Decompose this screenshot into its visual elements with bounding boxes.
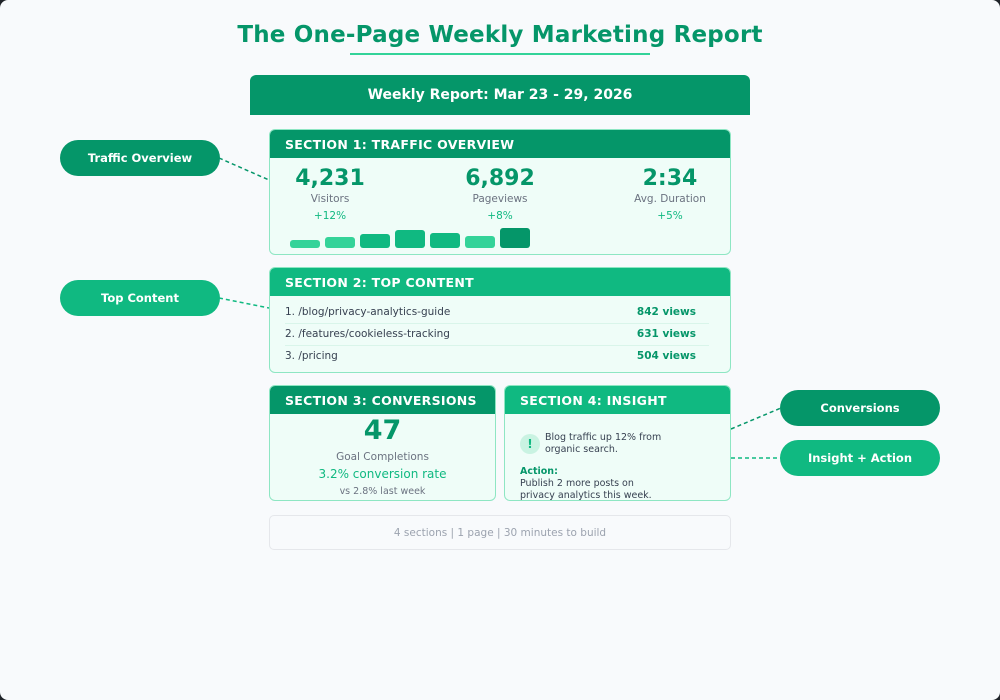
sparkline-bar <box>290 240 320 248</box>
sparkline-bar <box>430 233 460 248</box>
banner-text: Weekly Report: Mar 23 - 29, 2026 <box>367 87 633 103</box>
section-header: SECTION 4: INSIGHT <box>505 386 730 414</box>
section-header: SECTION 2: TOP CONTENT <box>270 268 730 296</box>
exclamation-icon: ! <box>520 434 540 454</box>
title-underline <box>350 53 650 55</box>
metric-pageviews: 6,892 Pageviews +8% <box>435 166 565 223</box>
footer-text: 4 sections | 1 page | 30 minutes to buil… <box>393 526 607 539</box>
callout-top-content: Top Content <box>60 280 220 316</box>
sparkline-bar <box>395 230 425 248</box>
content-views: 842 views <box>636 306 696 318</box>
metric-label: Visitors <box>310 193 350 205</box>
sparkline-bar <box>465 236 495 248</box>
sparkline-bar <box>500 228 530 248</box>
section-conversions: SECTION 3: CONVERSIONS 47 Goal Completio… <box>269 385 496 501</box>
content-row: 2. /features/cookieless-tracking 631 vie… <box>285 323 709 345</box>
metric-value: 6,892 <box>465 166 535 191</box>
content-row: 1. /blog/privacy-analytics-guide 842 vie… <box>285 301 709 323</box>
callout-traffic-overview: Traffic Overview <box>60 140 220 176</box>
conversion-rate: 3.2% conversion rate <box>318 467 447 481</box>
callout-insight-action: Insight + Action <box>780 440 940 476</box>
callout-conversions: Conversions <box>780 390 940 426</box>
report-banner: Weekly Report: Mar 23 - 29, 2026 <box>250 75 750 115</box>
section-header: SECTION 1: TRAFFIC OVERVIEW <box>270 130 730 158</box>
metric-label: Avg. Duration <box>634 193 706 205</box>
conversion-label: Goal Completions <box>336 451 429 463</box>
insight-row: ! Blog traffic up 12% from organic searc… <box>520 432 675 456</box>
action-text: Publish 2 more posts on privacy analytic… <box>520 478 652 501</box>
content-page: 1. /blog/privacy-analytics-guide <box>285 306 451 318</box>
metric-value: 2:34 <box>642 166 698 191</box>
page-title: The One-Page Weekly Marketing Report <box>237 22 763 48</box>
action-label: Action: <box>520 466 558 477</box>
metric-label: Pageviews <box>472 193 528 205</box>
metric-change: +12% <box>313 210 347 222</box>
metric-visitors: 4,231 Visitors +12% <box>270 166 395 223</box>
footer-summary: 4 sections | 1 page | 30 minutes to buil… <box>269 515 731 550</box>
traffic-sparkline <box>290 226 540 248</box>
metric-value: 4,231 <box>295 166 365 191</box>
sparkline-bar <box>325 237 355 248</box>
metric-avg-duration: 2:34 Avg. Duration +5% <box>605 166 730 223</box>
content-views: 504 views <box>636 350 696 362</box>
metric-change: +5% <box>657 210 683 222</box>
insight-text: Blog traffic up 12% from organic search. <box>545 432 662 455</box>
metric-change: +8% <box>487 210 513 222</box>
callout-label: Traffic Overview <box>87 151 193 165</box>
row-divider <box>285 345 709 346</box>
content-views: 631 views <box>636 328 696 340</box>
callout-label: Insight + Action <box>807 451 913 465</box>
section-header: SECTION 3: CONVERSIONS <box>270 386 495 414</box>
conversion-count: 47 <box>363 415 402 446</box>
section-insight: SECTION 4: INSIGHT ! Blog traffic up 12%… <box>504 385 731 501</box>
conversion-comparison: vs 2.8% last week <box>339 486 426 497</box>
content-page: 2. /features/cookieless-tracking <box>285 328 450 340</box>
callout-label: Top Content <box>101 291 179 305</box>
callout-label: Conversions <box>820 401 900 415</box>
content-row: 3. /pricing 504 views <box>285 345 709 367</box>
row-divider <box>285 323 709 324</box>
content-page: 3. /pricing <box>285 350 338 362</box>
section-top-content: SECTION 2: TOP CONTENT 1. /blog/privacy-… <box>269 267 731 373</box>
section-traffic-overview: SECTION 1: TRAFFIC OVERVIEW 4,231 Visito… <box>269 129 731 255</box>
sparkline-bar <box>360 234 390 248</box>
